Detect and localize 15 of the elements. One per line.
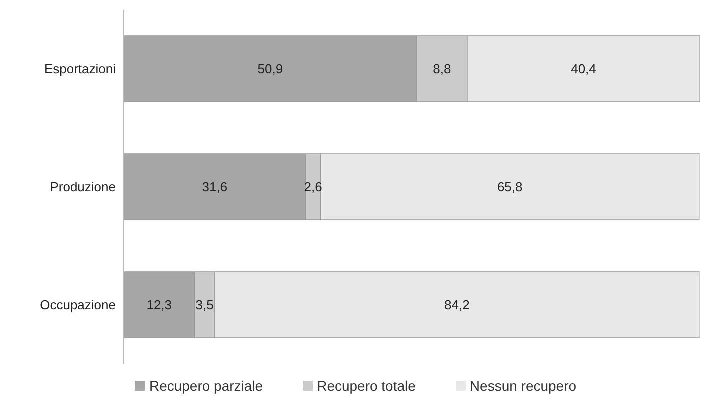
data-label: 3,5: [196, 298, 214, 313]
legend-label: Recupero parziale: [148, 378, 264, 394]
data-label: 31,6: [202, 180, 228, 195]
y-tick-label: Esportazioni: [44, 62, 116, 77]
y-tick-label: Produzione: [50, 180, 116, 195]
y-tick-label: Occupazione: [40, 298, 116, 313]
data-label: 65,8: [497, 180, 523, 195]
data-label: 84,2: [444, 298, 470, 313]
legend-label: Nessun recupero: [468, 378, 577, 394]
legend-label: Recupero totale: [316, 378, 416, 394]
data-label: 8,8: [433, 62, 452, 77]
data-label: 12,3: [146, 298, 172, 313]
data-label: 2,6: [304, 180, 322, 195]
data-label: 50,9: [258, 62, 284, 77]
data-label: 40,4: [571, 62, 596, 77]
